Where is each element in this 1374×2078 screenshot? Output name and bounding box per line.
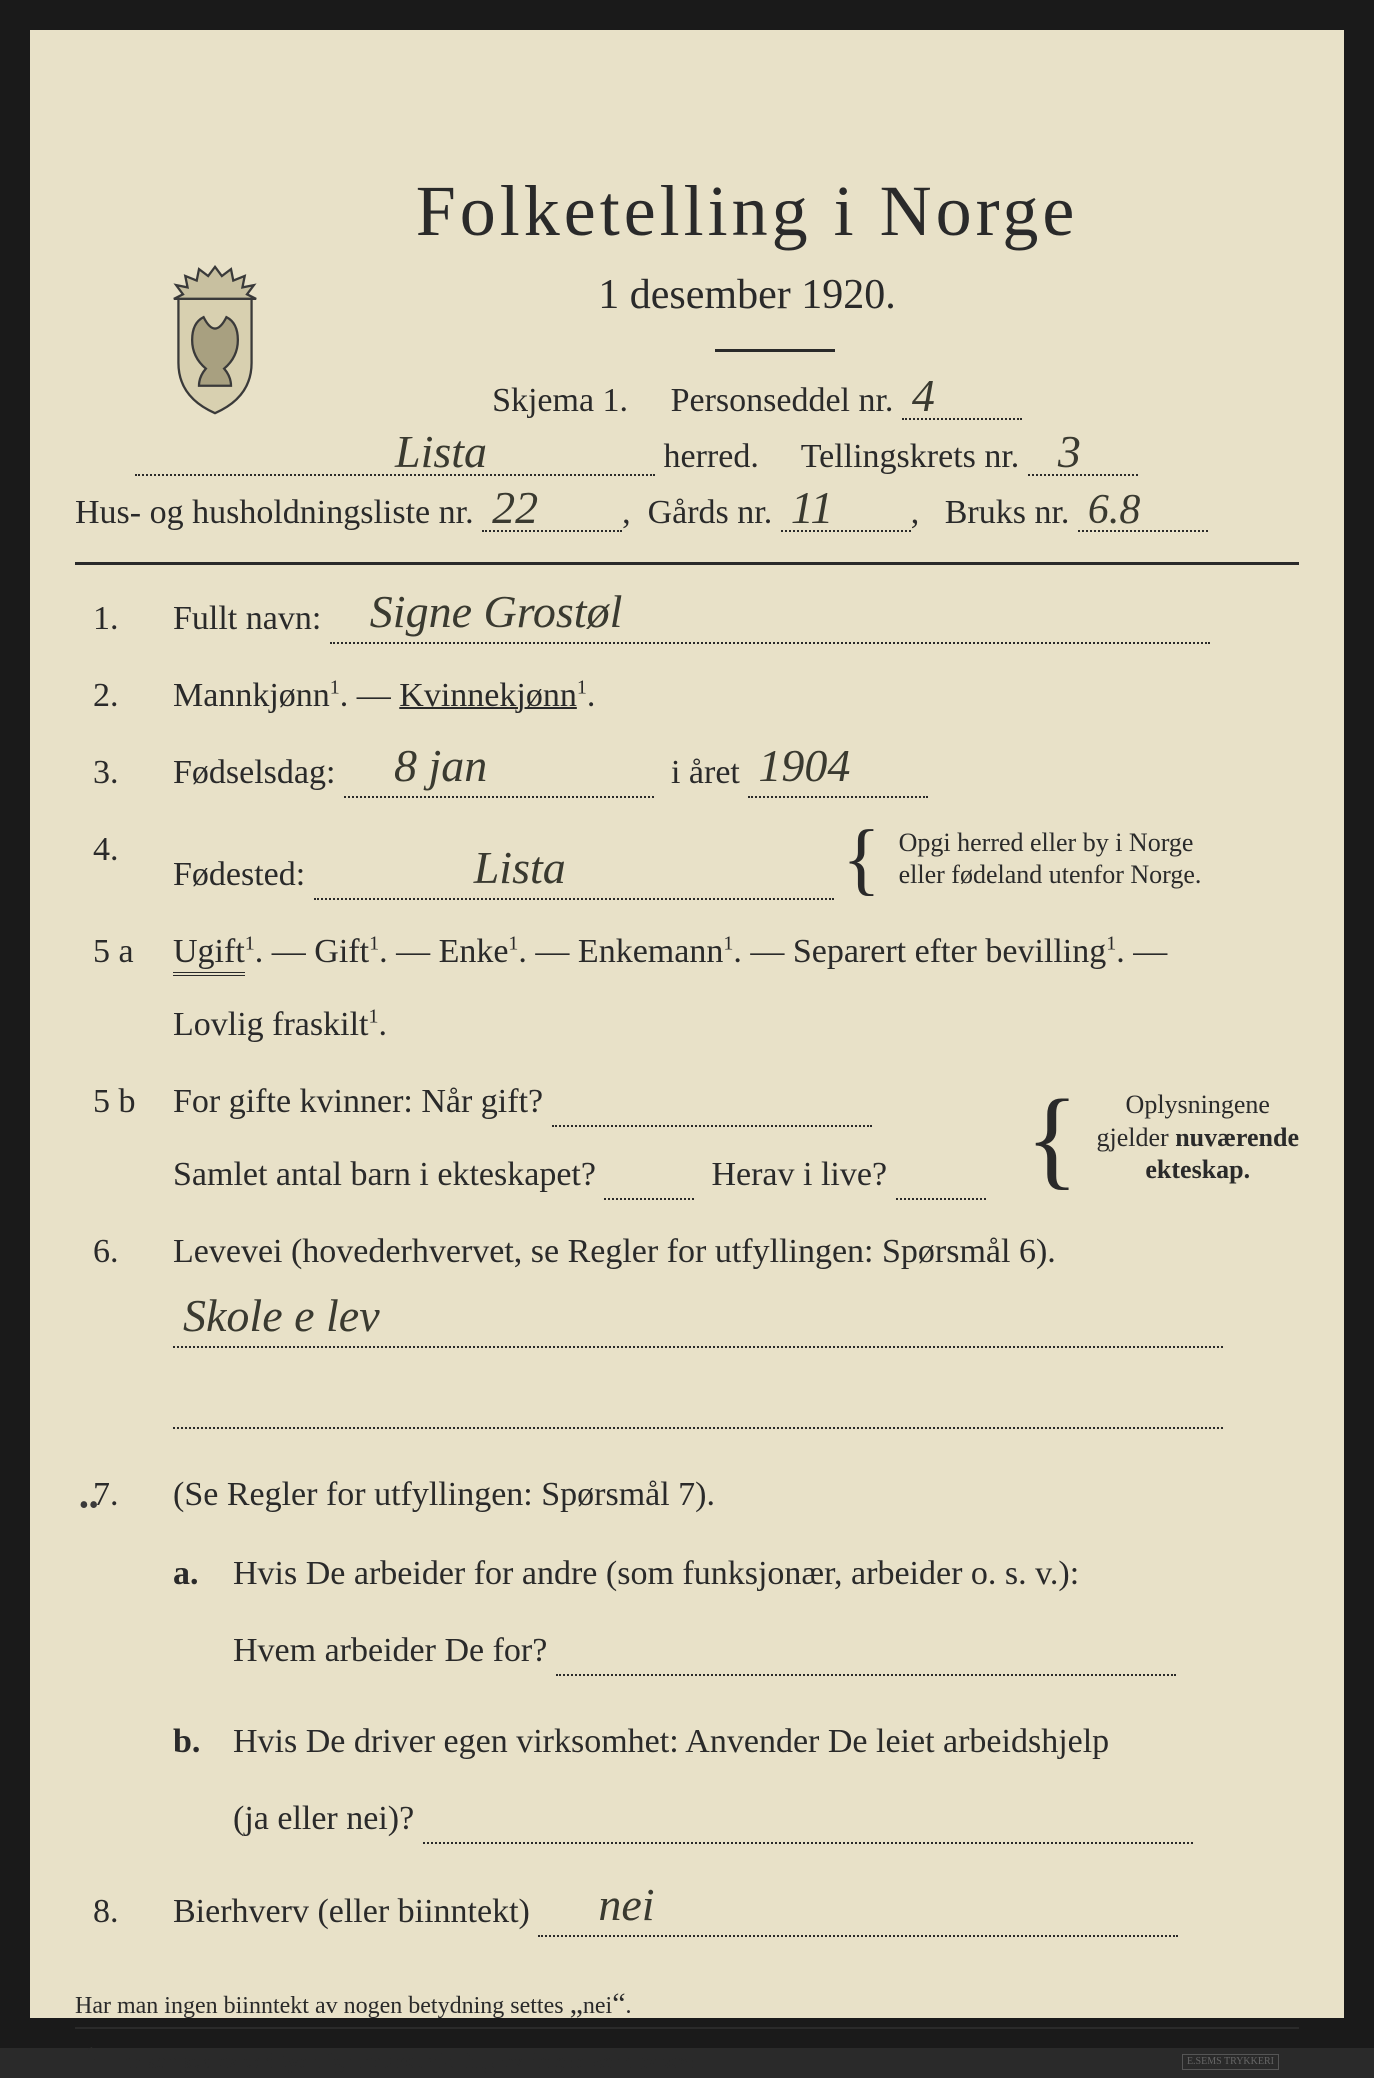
- q8-label: Bierhverv (eller biinntekt): [173, 1893, 530, 1930]
- q1-label: Fullt navn:: [173, 600, 321, 637]
- q3-year-label: i året: [671, 754, 740, 791]
- title-divider: [715, 349, 835, 352]
- q4-note2: eller fødeland utenfor Norge.: [899, 860, 1202, 889]
- q5b-num: 5 b: [75, 1076, 173, 1127]
- q5a-enkemann: Enkemann: [578, 933, 723, 970]
- q8-num: 8.: [75, 1886, 173, 1937]
- q5b-l2a: Samlet antal barn i ekteskapet?: [173, 1156, 596, 1193]
- document-page: Folketelling i Norge 1 desember 1920. Sk…: [0, 0, 1374, 2048]
- q5b-l2b: Herav i live?: [711, 1156, 887, 1193]
- skjema-line: Skjema 1. Personseddel nr. 4: [215, 382, 1299, 420]
- q3-num: 3.: [75, 747, 173, 798]
- q4-num: 4.: [75, 824, 173, 875]
- page-inner: Folketelling i Norge 1 desember 1920. Sk…: [75, 170, 1299, 2078]
- subtitle: 1 desember 1920.: [195, 271, 1299, 319]
- coat-of-arms-icon: [155, 260, 275, 420]
- q7b-q: (ja eller nei)?: [233, 1800, 414, 1837]
- hus-line: Hus- og husholdningsliste nr. 22 , Gårds…: [75, 494, 1299, 532]
- question-7: 7. (Se Regler for utfyllingen: Spørsmål …: [75, 1469, 1299, 1860]
- q5a-enke: Enke: [439, 933, 509, 970]
- question-7a: a. Hvis De arbeider for andre (som funks…: [173, 1548, 1299, 1676]
- q5a-gift: Gift: [314, 933, 369, 970]
- q7-label: (Se Regler for utfyllingen: Spørsmål 7).: [173, 1476, 715, 1513]
- q8-value: nei: [598, 1870, 654, 1939]
- question-1: 1. Fullt navn: Signe Grostøl: [75, 593, 1299, 644]
- footnote-1: Har man ingen biinntekt av nogen betydni…: [75, 1987, 1299, 2021]
- q3-year: 1904: [758, 731, 850, 800]
- footnote-divider: [75, 2027, 1299, 2029]
- q1-value: Signe Grostøl: [370, 577, 623, 646]
- q2-num: 2.: [75, 670, 173, 721]
- q4-value: Lista: [474, 833, 566, 902]
- q6-value: Skole e lev: [183, 1281, 380, 1350]
- main-title: Folketelling i Norge: [195, 170, 1299, 253]
- skjema-label: Skjema 1.: [492, 382, 628, 419]
- q6-label: Levevei (hovederhvervet, se Regler for u…: [173, 1233, 1056, 1270]
- herred-value: Lista: [395, 425, 487, 478]
- gards-nr: 11: [791, 481, 834, 534]
- footnote-1-text: Har man ingen biinntekt av nogen betydni…: [75, 1993, 632, 2019]
- q4-note-brace: { Opgi herred eller by i Norge eller fød…: [842, 824, 1201, 894]
- q6-num: 6.: [75, 1226, 173, 1277]
- q7a-lbl: a.: [173, 1548, 233, 1676]
- personseddel-label: Personseddel nr.: [671, 382, 894, 419]
- question-2: 2. Mannkjønn1. — Kvinnekjønn1.: [75, 670, 1299, 721]
- footnote-2-text: Her kan svares ved tydelig understreknin…: [107, 2048, 700, 2073]
- question-3: 3. Fødselsdag: 8 jan i året 1904: [75, 747, 1299, 798]
- herred-label: herred.: [664, 438, 759, 475]
- q5b-note1: Oplysningene: [1126, 1090, 1270, 1119]
- tellingskrets-nr: 3: [1058, 425, 1081, 478]
- question-4: 4. Fødested: Lista { Opgi herred eller b…: [75, 824, 1299, 900]
- q5b-l1: For gifte kvinner: Når gift?: [173, 1083, 543, 1120]
- question-8: 8. Bierhverv (eller biinntekt) nei: [75, 1886, 1299, 1937]
- q4-label: Fødested:: [173, 856, 305, 893]
- q2-kvinne: Kvinnekjønn: [399, 677, 577, 714]
- bruks-label: Bruks nr.: [945, 494, 1070, 531]
- gards-label: Gårds nr.: [648, 494, 773, 531]
- question-7b: b. Hvis De driver egen virksomhet: Anven…: [173, 1716, 1299, 1844]
- question-6: 6. Levevei (hovederhvervet, se Regler fo…: [75, 1226, 1299, 1429]
- q5a-fraskilt: Lovlig fraskilt: [173, 999, 368, 1050]
- q7b-lbl: b.: [173, 1716, 233, 1844]
- q4-note1: Opgi herred eller by i Norge: [899, 828, 1194, 857]
- printer-stamp: E.SEMS TRYKKERI: [1182, 2054, 1279, 2070]
- q5b-note2: gjelder nuværende: [1097, 1123, 1299, 1152]
- q7a-q: Hvem arbeider De for?: [233, 1632, 547, 1669]
- q1-num: 1.: [75, 593, 173, 644]
- q5a-ugift: Ugift: [173, 933, 245, 976]
- tellingskrets-label: Tellingskrets nr.: [801, 438, 1020, 475]
- q5a-separert: Separert efter bevilling: [793, 933, 1106, 970]
- hus-nr: 22: [492, 481, 538, 534]
- q2-mann: Mannkjønn: [173, 677, 330, 714]
- q3-label: Fødselsdag:: [173, 754, 335, 791]
- q7b-text: Hvis De driver egen virksomhet: Anvender…: [233, 1723, 1109, 1760]
- q5b-note3: ekteskap.: [1145, 1155, 1250, 1184]
- q5a-num: 5 a: [75, 926, 173, 977]
- hus-label: Hus- og husholdningsliste nr.: [75, 494, 474, 531]
- q5b-note-brace: { Oplysningene gjelder nuværende ekteska…: [1026, 1089, 1299, 1187]
- question-5b: 5 b For gifte kvinner: Når gift? Samlet …: [75, 1076, 1299, 1200]
- bruks-nr: 6.8: [1088, 486, 1141, 534]
- footnote-2-num: 1: [86, 2043, 96, 2065]
- section-divider: [75, 562, 1299, 565]
- question-5a: 5 a Ugift1. — Gift1. — Enke1. — Enkemann…: [75, 926, 1299, 1050]
- herred-line: Lista herred. Tellingskrets nr. 3: [75, 438, 1299, 476]
- margin-dots: ••: [79, 1490, 99, 1522]
- personseddel-nr: 4: [912, 369, 935, 422]
- q7a-text: Hvis De arbeider for andre (som funksjon…: [233, 1555, 1079, 1592]
- q3-day: 8 jan: [394, 731, 487, 800]
